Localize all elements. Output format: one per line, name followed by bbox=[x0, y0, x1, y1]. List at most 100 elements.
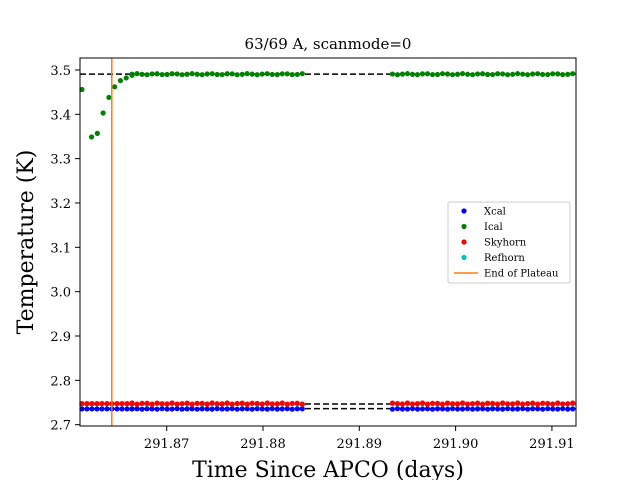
skyhorn-point bbox=[439, 401, 446, 407]
xcal-point bbox=[214, 406, 220, 412]
xcal-point bbox=[294, 406, 300, 412]
ical-point bbox=[129, 71, 135, 77]
xcal-point bbox=[469, 406, 476, 412]
skyhorn-point bbox=[294, 400, 300, 406]
ical-point bbox=[565, 71, 571, 77]
ical-point bbox=[540, 71, 546, 78]
skyhorn-point bbox=[139, 400, 145, 407]
skyhorn-point bbox=[169, 400, 175, 406]
xcal-point bbox=[550, 406, 556, 412]
skyhorn-point bbox=[284, 401, 290, 407]
ical-point bbox=[100, 110, 106, 116]
skyhorn-point bbox=[194, 400, 200, 406]
skyhorn-point bbox=[520, 401, 526, 407]
ical-point bbox=[164, 71, 170, 78]
ical-point bbox=[570, 71, 576, 77]
xcal-point bbox=[194, 406, 200, 412]
skyhorn-point bbox=[555, 400, 561, 406]
skyhorn-point bbox=[464, 401, 471, 407]
ical-point bbox=[424, 71, 431, 77]
ical-point bbox=[204, 71, 210, 77]
xcal-point bbox=[520, 406, 526, 412]
xcal-point bbox=[279, 406, 285, 412]
xcal-point bbox=[555, 406, 561, 412]
axis-ticks: 291.87 291.88 291.89 291.90 291.91 2.7 2.8 2.9 3… bbox=[50, 64, 574, 452]
skyhorn-point bbox=[209, 400, 215, 406]
skyhorn-point bbox=[434, 400, 441, 406]
y-tick-label: 3.1 bbox=[50, 241, 71, 256]
xcal-point bbox=[495, 406, 501, 412]
xcal-point bbox=[144, 406, 150, 412]
skyhorn-point bbox=[144, 400, 150, 406]
x-axis-label: Time Since APCO (days) bbox=[192, 458, 464, 480]
xcal-point bbox=[525, 406, 531, 412]
y-tick-label: 3.0 bbox=[50, 286, 71, 301]
xcal-point bbox=[269, 406, 275, 412]
ical-point bbox=[459, 71, 466, 77]
xcal-point bbox=[249, 406, 255, 412]
skyhorn-point bbox=[149, 401, 155, 407]
xcal-point bbox=[464, 406, 471, 412]
ical-point bbox=[555, 71, 561, 77]
xcal-point bbox=[179, 406, 185, 412]
ical-point bbox=[154, 71, 160, 77]
skyhorn-point bbox=[219, 401, 225, 407]
ical-point bbox=[520, 71, 526, 77]
skyhorn-point bbox=[134, 401, 140, 407]
xcal-point bbox=[565, 406, 571, 412]
ical-point bbox=[234, 72, 240, 78]
xcal-point bbox=[79, 406, 85, 412]
xcal-point bbox=[129, 406, 135, 412]
xcal-point bbox=[164, 406, 170, 412]
skyhorn-point bbox=[500, 400, 506, 406]
ical-point bbox=[214, 71, 220, 78]
xcal-point bbox=[229, 406, 235, 412]
xcal-point bbox=[299, 406, 305, 412]
xcal-point bbox=[119, 406, 125, 412]
xcal-point bbox=[259, 406, 265, 412]
ical-point bbox=[299, 71, 305, 77]
xcal-point bbox=[154, 406, 160, 412]
xcal-point bbox=[104, 406, 110, 412]
xcal-point bbox=[159, 406, 165, 412]
xcal-point bbox=[189, 406, 195, 412]
ical-point bbox=[159, 71, 165, 78]
xcal-point bbox=[399, 406, 406, 412]
skyhorn-point bbox=[565, 401, 571, 407]
legend-label-skyhorn: Skyhorn bbox=[484, 238, 527, 249]
xcal-point bbox=[254, 406, 260, 412]
legend: Xcal Ical Skyhorn Refhorn End of Plateau bbox=[447, 201, 571, 284]
skyhorn-point bbox=[419, 400, 426, 406]
ical-point bbox=[194, 71, 200, 77]
xcal-point bbox=[414, 406, 421, 412]
skyhorn-point bbox=[449, 401, 456, 407]
ical-point bbox=[249, 71, 255, 77]
skyhorn-point bbox=[550, 401, 556, 407]
xcal-point bbox=[479, 406, 486, 412]
skyhorn-point bbox=[429, 400, 436, 406]
ical-point bbox=[169, 71, 175, 77]
skyhorn-point bbox=[119, 401, 125, 407]
ical-point bbox=[289, 72, 295, 78]
xcal-point bbox=[139, 406, 145, 412]
ical-point bbox=[134, 71, 140, 77]
y-tick-label: 2.7 bbox=[50, 419, 71, 434]
skyhorn-point bbox=[454, 401, 461, 407]
skyhorn-point bbox=[174, 401, 180, 407]
xcal-point bbox=[174, 406, 180, 412]
skyhorn-point bbox=[495, 401, 501, 407]
ical-point bbox=[79, 86, 85, 93]
ical-point bbox=[269, 71, 275, 78]
ical-point bbox=[550, 71, 556, 77]
skyhorn-point bbox=[124, 401, 130, 407]
ical-point bbox=[404, 71, 411, 77]
skyhorn-point bbox=[184, 400, 190, 406]
skyhorn-point bbox=[254, 400, 260, 407]
xcal-point bbox=[419, 406, 426, 412]
plot-area bbox=[79, 58, 576, 426]
skyhorn-point bbox=[474, 400, 481, 406]
skyhorn-point bbox=[535, 401, 541, 407]
ical-point bbox=[409, 71, 416, 77]
xcal-point bbox=[484, 406, 491, 412]
